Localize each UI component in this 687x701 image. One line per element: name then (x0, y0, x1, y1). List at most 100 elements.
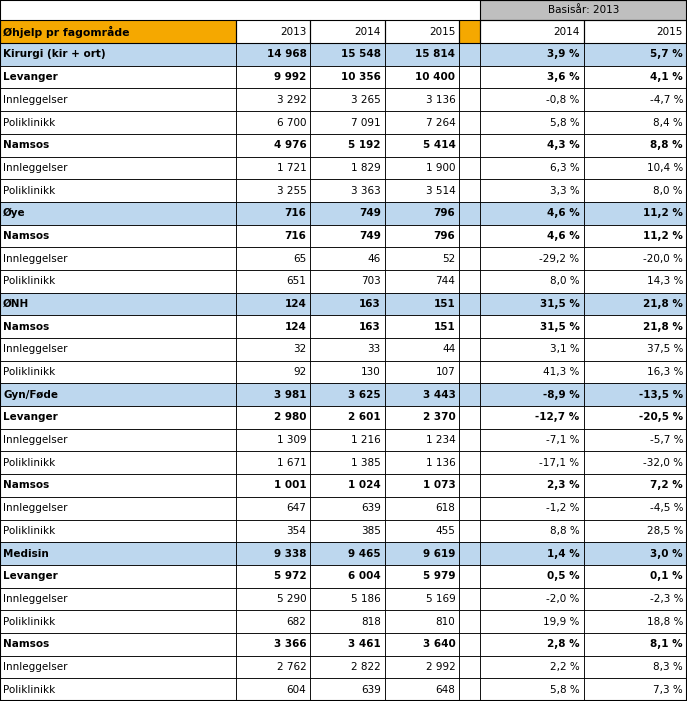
Bar (583, 565, 687, 587)
Bar (0, 361, 236, 383)
Bar (460, 587, 480, 611)
Text: 682: 682 (286, 617, 306, 627)
Bar (480, 497, 583, 519)
Text: Levanger: Levanger (3, 412, 58, 423)
Text: -32,0 %: -32,0 % (643, 458, 683, 468)
Bar (583, 224, 687, 247)
Bar (311, 134, 385, 156)
Bar (460, 361, 480, 383)
Text: -13,5 %: -13,5 % (639, 390, 683, 400)
Bar (0, 179, 236, 202)
Text: -17,1 %: -17,1 % (539, 458, 580, 468)
Bar (385, 20, 460, 43)
Bar (480, 111, 583, 134)
Bar (385, 655, 460, 679)
Text: 796: 796 (433, 208, 455, 218)
Bar (236, 679, 311, 701)
Bar (311, 383, 385, 406)
Text: 6 700: 6 700 (277, 118, 306, 128)
Bar (236, 20, 311, 43)
Bar (385, 315, 460, 338)
Bar (385, 451, 460, 474)
Bar (460, 315, 480, 338)
Bar (0, 383, 236, 406)
Bar (480, 519, 583, 542)
Text: 5 972: 5 972 (273, 571, 306, 581)
Text: 15 548: 15 548 (341, 50, 381, 60)
Bar (480, 0, 687, 20)
Bar (583, 519, 687, 542)
Text: 8,4 %: 8,4 % (653, 118, 683, 128)
Bar (236, 587, 311, 611)
Bar (480, 406, 583, 429)
Bar (311, 361, 385, 383)
Bar (311, 156, 385, 179)
Bar (0, 0, 236, 20)
Bar (311, 111, 385, 134)
Bar (311, 338, 385, 361)
Text: 604: 604 (286, 685, 306, 695)
Text: Levanger: Levanger (3, 571, 58, 581)
Text: 3,6 %: 3,6 % (547, 72, 580, 82)
Text: 2 762: 2 762 (277, 662, 306, 672)
Text: 107: 107 (436, 367, 455, 377)
Bar (583, 679, 687, 701)
Bar (583, 655, 687, 679)
Bar (236, 338, 311, 361)
Text: 2 370: 2 370 (423, 412, 455, 423)
Text: 354: 354 (286, 526, 306, 536)
Bar (311, 247, 385, 270)
Bar (460, 202, 480, 224)
Bar (0, 43, 236, 66)
Bar (311, 383, 385, 406)
Text: 33: 33 (368, 344, 381, 355)
Text: 163: 163 (359, 299, 381, 309)
Bar (311, 111, 385, 134)
Text: 3,1 %: 3,1 % (550, 344, 580, 355)
Bar (583, 383, 687, 406)
Bar (385, 565, 460, 587)
Bar (385, 156, 460, 179)
Text: 1 721: 1 721 (277, 163, 306, 173)
Bar (460, 587, 480, 611)
Bar (385, 611, 460, 633)
Bar (480, 270, 583, 292)
Bar (583, 43, 687, 66)
Text: 9 992: 9 992 (274, 72, 306, 82)
Bar (460, 111, 480, 134)
Bar (480, 633, 583, 655)
Bar (460, 43, 480, 66)
Text: 385: 385 (361, 526, 381, 536)
Bar (385, 247, 460, 270)
Bar (236, 43, 311, 66)
Text: 31,5 %: 31,5 % (540, 322, 580, 332)
Bar (480, 474, 583, 497)
Bar (311, 270, 385, 292)
Text: 6 004: 6 004 (348, 571, 381, 581)
Bar (385, 179, 460, 202)
Bar (0, 338, 236, 361)
Bar (460, 134, 480, 156)
Text: 8,8 %: 8,8 % (550, 526, 580, 536)
Bar (385, 383, 460, 406)
Bar (583, 292, 687, 315)
Text: Levanger: Levanger (3, 72, 58, 82)
Text: 3,0 %: 3,0 % (651, 549, 683, 559)
Bar (0, 406, 236, 429)
Text: 9 619: 9 619 (423, 549, 455, 559)
Text: 92: 92 (293, 367, 306, 377)
Bar (480, 179, 583, 202)
Bar (311, 587, 385, 611)
Bar (480, 247, 583, 270)
Text: 0,1 %: 0,1 % (651, 571, 683, 581)
Bar (385, 565, 460, 587)
Bar (311, 451, 385, 474)
Text: 37,5 %: 37,5 % (646, 344, 683, 355)
Bar (0, 587, 236, 611)
Bar (311, 587, 385, 611)
Bar (0, 20, 236, 43)
Text: 10 356: 10 356 (341, 72, 381, 82)
Bar (311, 247, 385, 270)
Bar (460, 20, 480, 43)
Bar (583, 383, 687, 406)
